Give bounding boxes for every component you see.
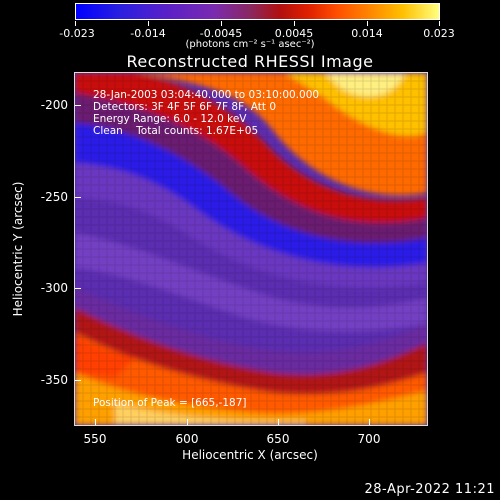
y-tick-label: -300 [40, 281, 68, 295]
x-tick-label: 650 [266, 432, 290, 446]
colorbar-tick [75, 21, 76, 26]
colorbar-tick [294, 21, 295, 26]
y-tick [75, 288, 81, 289]
colorbar-units: (photons cm⁻² s⁻¹ asec⁻²) [185, 39, 315, 50]
y-tick [75, 380, 81, 381]
x-tick-label: 600 [175, 432, 199, 446]
colorbar-label: 0.023 [423, 27, 455, 40]
y-tick-label: -250 [40, 190, 68, 204]
info-time: 28-Jan-2003 03:04:40.000 to 03:10:00.000 [93, 89, 320, 101]
footer-date: 28-Apr-2022 11:21 [364, 482, 495, 497]
colorbar-label: -0.0045 [199, 27, 243, 40]
rhessi-image: 28-Jan-2003 03:04:40.000 to 03:10:00.000… [74, 72, 428, 426]
x-tick [278, 419, 279, 425]
colorbar-tick [439, 21, 440, 26]
plot-title: Reconstructed RHESSI Image [126, 52, 374, 71]
y-tick [75, 105, 81, 106]
info-detectors: Detectors: 3F 4F 5F 6F 7F 8F, Att 0 [93, 101, 277, 113]
y-tick [75, 197, 81, 198]
x-tick [369, 419, 370, 425]
colorbar-label: 0.0045 [274, 27, 314, 40]
colorbar-label: -0.014 [130, 27, 166, 40]
colorbar-tick [367, 21, 368, 26]
x-tick-label: 550 [83, 432, 107, 446]
colorbar-label: -0.023 [59, 27, 95, 40]
x-tick [187, 419, 188, 425]
peak-position: Position of Peak = [665,-187] [93, 397, 247, 409]
rhessi-image-svg [75, 73, 427, 425]
y-axis-title: Heliocentric Y (arcsec) [11, 181, 25, 317]
colorbar-tick [221, 21, 222, 26]
x-tick [95, 419, 96, 425]
y-tick-label: -200 [40, 98, 68, 112]
info-energy: Energy Range: 6.0 - 12.0 keV [93, 113, 247, 125]
info-clean: Clean Total counts: 1.67E+05 [93, 125, 259, 137]
colorbar-label: 0.014 [351, 27, 383, 40]
x-axis-title: Heliocentric X (arcsec) [182, 448, 318, 462]
colorbar [75, 3, 440, 20]
x-tick-label: 700 [357, 432, 381, 446]
colorbar-tick [148, 21, 149, 26]
y-tick-label: -350 [40, 373, 68, 387]
